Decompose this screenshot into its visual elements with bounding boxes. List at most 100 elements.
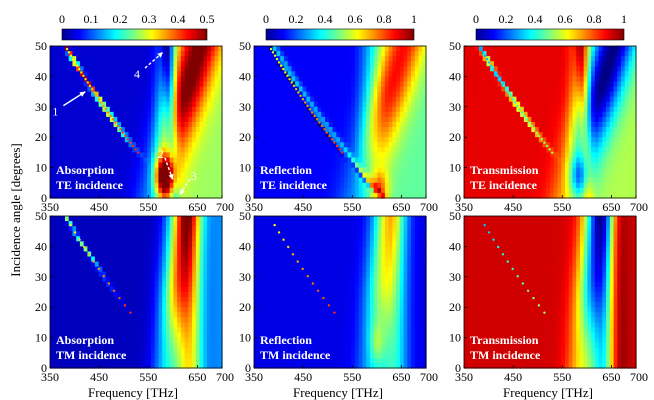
heatmap-cell (185, 142, 189, 148)
heatmap-cell (166, 282, 170, 288)
heatmap-cell (362, 132, 366, 138)
mode-point (295, 88, 297, 90)
heatmap-cell (129, 61, 133, 67)
heatmap-cell (374, 61, 378, 67)
heatmap-cell (464, 51, 468, 57)
heatmap-cell (211, 76, 215, 82)
heatmap-cell (129, 221, 133, 227)
heatmap-cell (595, 81, 599, 87)
heatmap-cell (121, 257, 125, 263)
heatmap-cell (196, 241, 200, 247)
heatmap-cell (400, 112, 404, 118)
heatmap-cell (132, 178, 136, 184)
heatmap-cell (336, 97, 340, 103)
heatmap-cell (524, 92, 528, 98)
mode-point (82, 75, 84, 77)
heatmap-cell (344, 107, 348, 113)
heatmap-cell (166, 251, 170, 257)
heatmap-cell (203, 267, 207, 273)
heatmap-cell (207, 262, 211, 268)
heatmap-cell (211, 87, 215, 93)
heatmap-cell (299, 137, 303, 143)
mode-point (87, 81, 89, 83)
heatmap-cell (554, 66, 558, 72)
heatmap-cell (546, 163, 550, 169)
heatmap-cell (265, 107, 269, 113)
heatmap-cell (614, 66, 618, 72)
heatmap-cell (392, 168, 396, 174)
heatmap-cell (76, 56, 80, 62)
heatmap-cell (520, 66, 524, 72)
heatmap-cell (325, 56, 329, 62)
heatmap-cell (155, 282, 159, 288)
heatmap-cell (61, 76, 65, 82)
heatmap-cell (471, 102, 475, 108)
heatmap-cell (498, 61, 502, 67)
heatmap-cell (192, 282, 196, 288)
heatmap-cell (166, 56, 170, 62)
heatmap-cell (318, 97, 322, 103)
heatmap-cell (288, 137, 292, 143)
mode-point (105, 108, 107, 110)
heatmap-cell (207, 46, 211, 52)
heatmap-cell (114, 76, 118, 82)
heatmap-cell (494, 117, 498, 123)
heatmap-cell (207, 102, 211, 108)
heatmap-cell (140, 102, 144, 108)
heatmap-cell (95, 81, 99, 87)
heatmap-cell (166, 122, 170, 128)
heatmap-cell (407, 142, 411, 148)
heatmap-cell (584, 61, 588, 67)
heatmap-cell (207, 231, 211, 237)
x-tick-label: 650 (602, 200, 620, 214)
heatmap-cell (299, 46, 303, 52)
heatmap-cell (344, 92, 348, 98)
heatmap-cell (310, 87, 314, 93)
heatmap-cell (215, 97, 219, 103)
heatmap-cell (347, 127, 351, 133)
heatmap-cell (415, 61, 419, 67)
mode-point (93, 91, 95, 93)
heatmap-cell (147, 246, 151, 252)
heatmap-cell (87, 272, 91, 278)
heatmap-cell (181, 51, 185, 57)
heatmap-cell (170, 267, 174, 273)
heatmap-cell (494, 142, 498, 148)
heatmap-cell (185, 107, 189, 113)
heatmap-cell (329, 178, 333, 184)
heatmap-cell (359, 178, 363, 184)
heatmap-cell (595, 117, 599, 123)
heatmap-cell (535, 92, 539, 98)
heatmap-cell (200, 112, 204, 118)
heatmap-cell (617, 76, 621, 82)
heatmap-cell (565, 61, 569, 67)
heatmap-cell (333, 46, 337, 52)
heatmap-cell (602, 163, 606, 169)
heatmap-cell (155, 246, 159, 252)
heatmap-cell (610, 66, 614, 72)
heatmap-cell (407, 71, 411, 77)
heatmap-cell (69, 66, 73, 72)
heatmap-cell (102, 246, 106, 252)
heatmap-cell (72, 137, 76, 143)
heatmap-cell (580, 163, 584, 169)
heatmap-cell (87, 262, 91, 268)
heatmap-cell (351, 76, 355, 82)
heatmap-cell (486, 46, 490, 52)
heatmap-cell (140, 173, 144, 179)
heatmap-cell (411, 163, 415, 169)
heatmap-cell (50, 267, 54, 273)
heatmap-cell (121, 262, 125, 268)
heatmap-cell (188, 251, 192, 257)
heatmap-cell (303, 132, 307, 138)
heatmap-cell (291, 117, 295, 123)
heatmap-cell (599, 157, 603, 163)
heatmap-cell (61, 231, 65, 237)
heatmap-cell (276, 71, 280, 77)
heatmap-cell (411, 87, 415, 93)
mode-point (124, 135, 126, 137)
heatmap-cell (203, 246, 207, 252)
heatmap-cell (419, 188, 423, 194)
heatmap-cell (381, 66, 385, 72)
heatmap-cell (490, 127, 494, 133)
